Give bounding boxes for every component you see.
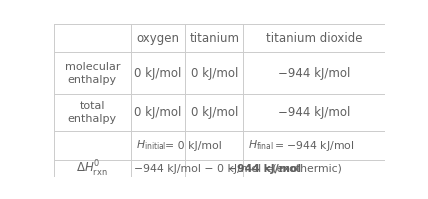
Text: = 0 kJ/mol: = 0 kJ/mol xyxy=(165,140,222,150)
Text: $H_{\mathrm{final}}$: $H_{\mathrm{final}}$ xyxy=(248,139,274,152)
Text: −944 kJ/mol: −944 kJ/mol xyxy=(278,67,351,80)
Text: 0 kJ/mol: 0 kJ/mol xyxy=(134,67,182,80)
Text: (exothermic): (exothermic) xyxy=(269,164,342,174)
Text: total
enthalpy: total enthalpy xyxy=(68,101,117,124)
Text: 0 kJ/mol: 0 kJ/mol xyxy=(190,106,238,119)
Text: −944 kJ/mol − 0 kJ/mol =: −944 kJ/mol − 0 kJ/mol = xyxy=(134,164,277,174)
Text: −944 kJ/mol: −944 kJ/mol xyxy=(278,106,351,119)
Text: = $-$944 kJ/mol: = $-$944 kJ/mol xyxy=(274,139,355,153)
Text: $H_{\mathrm{initial}}$: $H_{\mathrm{initial}}$ xyxy=(136,139,166,152)
Text: $\Delta H^0_{\mathrm{rxn}}$: $\Delta H^0_{\mathrm{rxn}}$ xyxy=(77,159,108,179)
Text: −944 kJ/mol: −944 kJ/mol xyxy=(228,164,301,174)
Text: 0 kJ/mol: 0 kJ/mol xyxy=(134,106,182,119)
Text: oxygen: oxygen xyxy=(137,32,180,45)
Text: titanium dioxide: titanium dioxide xyxy=(266,32,363,45)
Text: 0 kJ/mol: 0 kJ/mol xyxy=(190,67,238,80)
Text: molecular
enthalpy: molecular enthalpy xyxy=(65,61,120,85)
Text: titanium: titanium xyxy=(189,32,239,45)
